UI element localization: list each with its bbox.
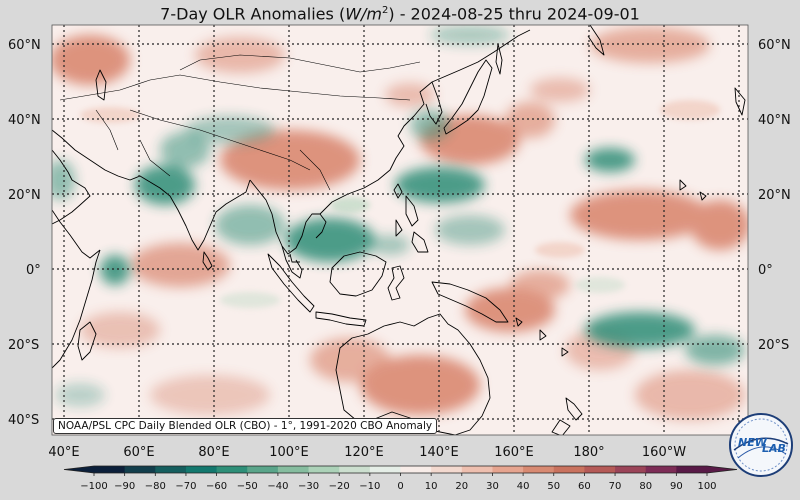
colorbar-segment bbox=[553, 466, 585, 473]
lon-label-160w: 160°W bbox=[642, 445, 686, 460]
lon-label-100e: 100°E bbox=[269, 445, 309, 460]
colorbar-arrow-min bbox=[64, 466, 94, 473]
colorbar-tick-label: −30 bbox=[298, 481, 319, 492]
colorbar-segment bbox=[124, 466, 156, 473]
colorbar-segment bbox=[339, 466, 371, 473]
colorbar-segment bbox=[615, 466, 647, 473]
colorbar-tick-label: 80 bbox=[639, 481, 652, 492]
lat-label-20s-left: 20°S bbox=[8, 338, 39, 353]
colorbar-tick-label: −70 bbox=[175, 481, 196, 492]
lat-label-0-right: 0° bbox=[758, 263, 773, 278]
colorbar-tick-label: −90 bbox=[114, 481, 135, 492]
newlab-logo[interactable]: NEW LAB bbox=[728, 412, 794, 478]
colorbar-segment bbox=[431, 466, 463, 473]
lon-label-160e: 160°E bbox=[494, 445, 534, 460]
colorbar-segment bbox=[216, 466, 248, 473]
title-suffix: ) - 2024-08-25 thru 2024-09-01 bbox=[388, 4, 640, 24]
graticule bbox=[52, 25, 748, 435]
colorbar-segment bbox=[523, 466, 555, 473]
colorbar-tick-label: −50 bbox=[237, 481, 258, 492]
title-unit: W/m bbox=[345, 4, 382, 24]
colorbar-segment bbox=[94, 466, 126, 473]
anomaly-field bbox=[52, 25, 748, 435]
logo-text-left: NEW bbox=[738, 436, 768, 449]
colorbar-segment bbox=[247, 466, 279, 473]
colorbar-arrow-max bbox=[707, 466, 737, 473]
lat-label-60n-left: 60°N bbox=[8, 38, 41, 53]
lon-label-60e: 60°E bbox=[123, 445, 154, 460]
colorbar-tick-label: −40 bbox=[267, 481, 288, 492]
colorbar-tick-label: 100 bbox=[697, 481, 716, 492]
colorbar-segment bbox=[400, 466, 432, 473]
colorbar-tick-label: −10 bbox=[359, 481, 380, 492]
colorbar-segment bbox=[308, 466, 340, 473]
title-prefix: 7-Day OLR Anomalies ( bbox=[160, 4, 346, 24]
colorbar-tick-labels: −100 −90 −80 −70 −60 −50 −40 −30 −20 −10 0 10 20 30 40… bbox=[80, 473, 717, 492]
lon-label-80e: 80°E bbox=[198, 445, 229, 460]
lon-label-40e: 40°E bbox=[48, 445, 79, 460]
attribution-note: NOAA/PSL CPC Daily Blended OLR (CBO) - 1… bbox=[53, 418, 438, 434]
lat-label-20n-right: 20°N bbox=[758, 188, 791, 203]
colorbar-tick-label: 20 bbox=[455, 481, 468, 492]
longitude-labels: 40°E 60°E 80°E 100°E 120°E 140°E 160°E 1… bbox=[48, 445, 746, 460]
colorbar-segment bbox=[155, 466, 187, 473]
colorbar-tick-label: 0 bbox=[397, 481, 403, 492]
colorbar-segment bbox=[277, 466, 310, 473]
colorbar-tick-label: 70 bbox=[609, 481, 622, 492]
colorbar-tick-label: −100 bbox=[80, 481, 107, 492]
lon-label-180: 180° bbox=[573, 445, 604, 460]
lat-label-40n-right: 40°N bbox=[758, 113, 791, 128]
colorbar-tick-label: 90 bbox=[670, 481, 683, 492]
colorbar-tick-label: 40 bbox=[517, 481, 530, 492]
colorbar-tick-label: −60 bbox=[206, 481, 227, 492]
colorbar-tick-label: 60 bbox=[578, 481, 591, 492]
colorbar-segment bbox=[369, 466, 401, 473]
colorbar-segment bbox=[492, 466, 524, 473]
colorbar-tick-label: −20 bbox=[329, 481, 350, 492]
title-unit-exponent: 2 bbox=[381, 5, 389, 16]
lat-label-20n-left: 20°N bbox=[8, 188, 41, 203]
colorbar-segment bbox=[676, 466, 708, 473]
colorbar-segment bbox=[461, 466, 493, 473]
lat-label-40s-left: 40°S bbox=[8, 413, 39, 428]
colorbar-tick-label: −80 bbox=[145, 481, 166, 492]
lat-label-40n-left: 40°N bbox=[8, 113, 41, 128]
colorbar-segment bbox=[185, 466, 218, 473]
latitude-labels-right: 60°N 40°N 20°N 0° 20°S bbox=[758, 38, 791, 353]
lat-label-0-left: 0° bbox=[26, 263, 41, 278]
map-title: 7-Day OLR Anomalies (W/m2) - 2024-08-25 … bbox=[0, 0, 800, 24]
lat-label-20s-right: 20°S bbox=[758, 338, 789, 353]
lon-label-120e: 120°E bbox=[344, 445, 384, 460]
colorbar-tick-label: 50 bbox=[547, 481, 560, 492]
colorbar-tick-label: 30 bbox=[486, 481, 499, 492]
colorbar-segment bbox=[584, 466, 616, 473]
logo-text-right: LAB bbox=[762, 442, 786, 455]
colorbar-segment bbox=[645, 466, 677, 473]
lon-label-140e: 140°E bbox=[419, 445, 459, 460]
colorbar-tick-label: 10 bbox=[425, 481, 438, 492]
latitude-labels-left: 60°N 40°N 20°N 0° 20°S 40°S bbox=[8, 38, 41, 428]
lat-label-60n-right: 60°N bbox=[758, 38, 791, 53]
colorbar bbox=[63, 465, 738, 474]
